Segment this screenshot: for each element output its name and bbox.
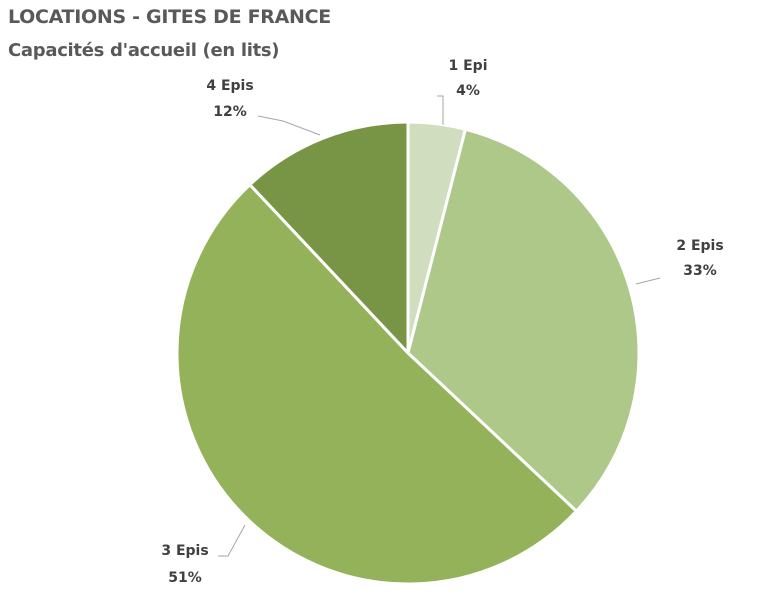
- chart-title: LOCATIONS - GITES DE FRANCE: [8, 6, 331, 28]
- pie-slice-3-epis: [175, 183, 578, 586]
- leader-lines: [218, 95, 661, 557]
- leader-line: [635, 277, 661, 285]
- pie-slice-2-epis: [406, 127, 641, 513]
- category-label: 3 Epis: [161, 543, 208, 559]
- percent-label: 51%: [168, 570, 202, 586]
- category-label: 2 Epis: [676, 238, 723, 254]
- pie-slices: [175, 120, 641, 586]
- percent-label: 12%: [213, 104, 247, 120]
- data-labels: 1 Epi 4% 2 Epis 33% 3 Epis 51% 4 Epis 12%: [161, 58, 723, 586]
- category-label: 4 Epis: [206, 78, 253, 94]
- chart-subtitle: Capacités d'accueil (en lits): [8, 40, 280, 61]
- leader-line: [257, 115, 321, 136]
- leader-line: [218, 524, 246, 557]
- category-label: 1 Epi: [449, 58, 488, 74]
- pie-slice-4-epis: [248, 120, 410, 355]
- percent-label: 33%: [683, 263, 717, 279]
- leader-line: [437, 95, 444, 125]
- percent-label: 4%: [456, 83, 480, 99]
